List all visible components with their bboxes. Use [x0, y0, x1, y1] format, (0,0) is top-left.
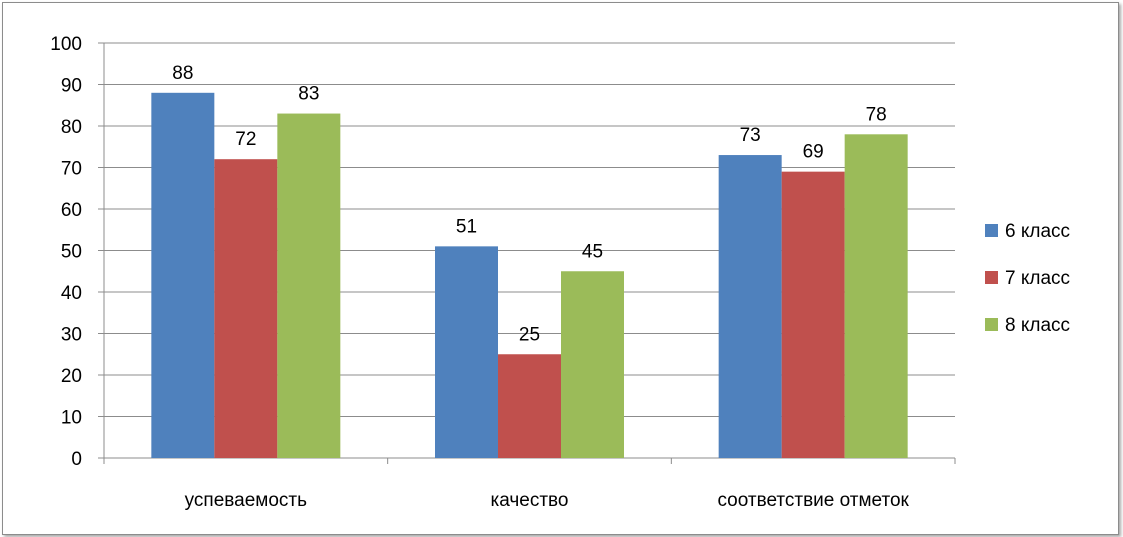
- x-category-label: качество: [491, 490, 569, 511]
- y-tick-label: 70: [61, 159, 82, 180]
- bar: [498, 354, 561, 458]
- data-label: 72: [235, 129, 256, 150]
- legend-label: 7 класс: [1005, 268, 1070, 289]
- y-tick-label: 0: [71, 449, 82, 470]
- legend-swatch: [985, 318, 998, 331]
- bar: [561, 271, 624, 458]
- bar: [277, 113, 341, 459]
- x-category-label: соответствие отметок: [717, 490, 909, 511]
- data-label: 51: [456, 216, 477, 237]
- bar: [781, 171, 845, 458]
- data-label: 83: [298, 84, 319, 105]
- bar-chart: 0 10 20 30 40 50 60 70 80 90 100 успеваемость качест…: [50, 34, 1070, 511]
- bar: [151, 92, 215, 459]
- y-tick-label: 20: [61, 366, 82, 387]
- legend-swatch: [985, 271, 998, 284]
- data-label: 73: [740, 125, 761, 146]
- y-tick-label: 80: [61, 117, 82, 138]
- bar: [214, 159, 278, 458]
- data-label: 25: [519, 324, 540, 345]
- y-tick-label: 40: [61, 283, 82, 304]
- y-tick-label: 100: [50, 34, 82, 55]
- axes: 0 10 20 30 40 50 60 70 80 90 100 успеваемость качест…: [50, 34, 956, 511]
- data-label: 45: [582, 241, 603, 262]
- data-label: 78: [866, 104, 887, 125]
- y-tick-label: 30: [61, 325, 82, 346]
- legend: 6 класс 7 класс 8 класс: [985, 221, 1070, 336]
- bars: [151, 92, 908, 459]
- y-tick-label: 10: [61, 408, 82, 429]
- y-tick-label: 90: [61, 76, 82, 97]
- data-label: 69: [803, 142, 824, 163]
- legend-swatch: [985, 224, 998, 237]
- y-tick-label: 50: [61, 242, 82, 263]
- bar: [435, 246, 498, 458]
- y-tick-label: 60: [61, 200, 82, 221]
- bar: [718, 155, 782, 459]
- legend-label: 6 класс: [1005, 221, 1070, 242]
- legend-label: 8 класс: [1005, 315, 1070, 336]
- x-category-label: успеваемость: [185, 490, 307, 511]
- data-label: 88: [172, 63, 193, 84]
- bar: [844, 134, 908, 459]
- data-labels: 88 72 83 51 25 45 73 69 78: [172, 63, 886, 345]
